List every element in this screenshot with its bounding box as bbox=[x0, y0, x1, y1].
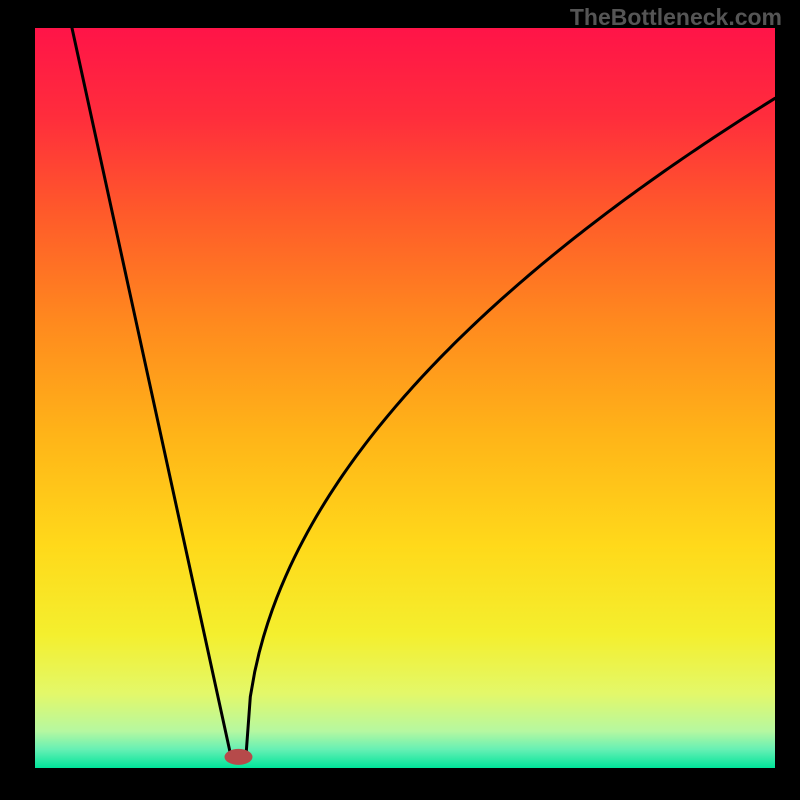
bottleneck-plot bbox=[35, 28, 775, 768]
watermark-text: TheBottleneck.com bbox=[570, 4, 782, 31]
optimal-marker bbox=[225, 749, 253, 765]
chart-container: TheBottleneck.com bbox=[0, 0, 800, 800]
